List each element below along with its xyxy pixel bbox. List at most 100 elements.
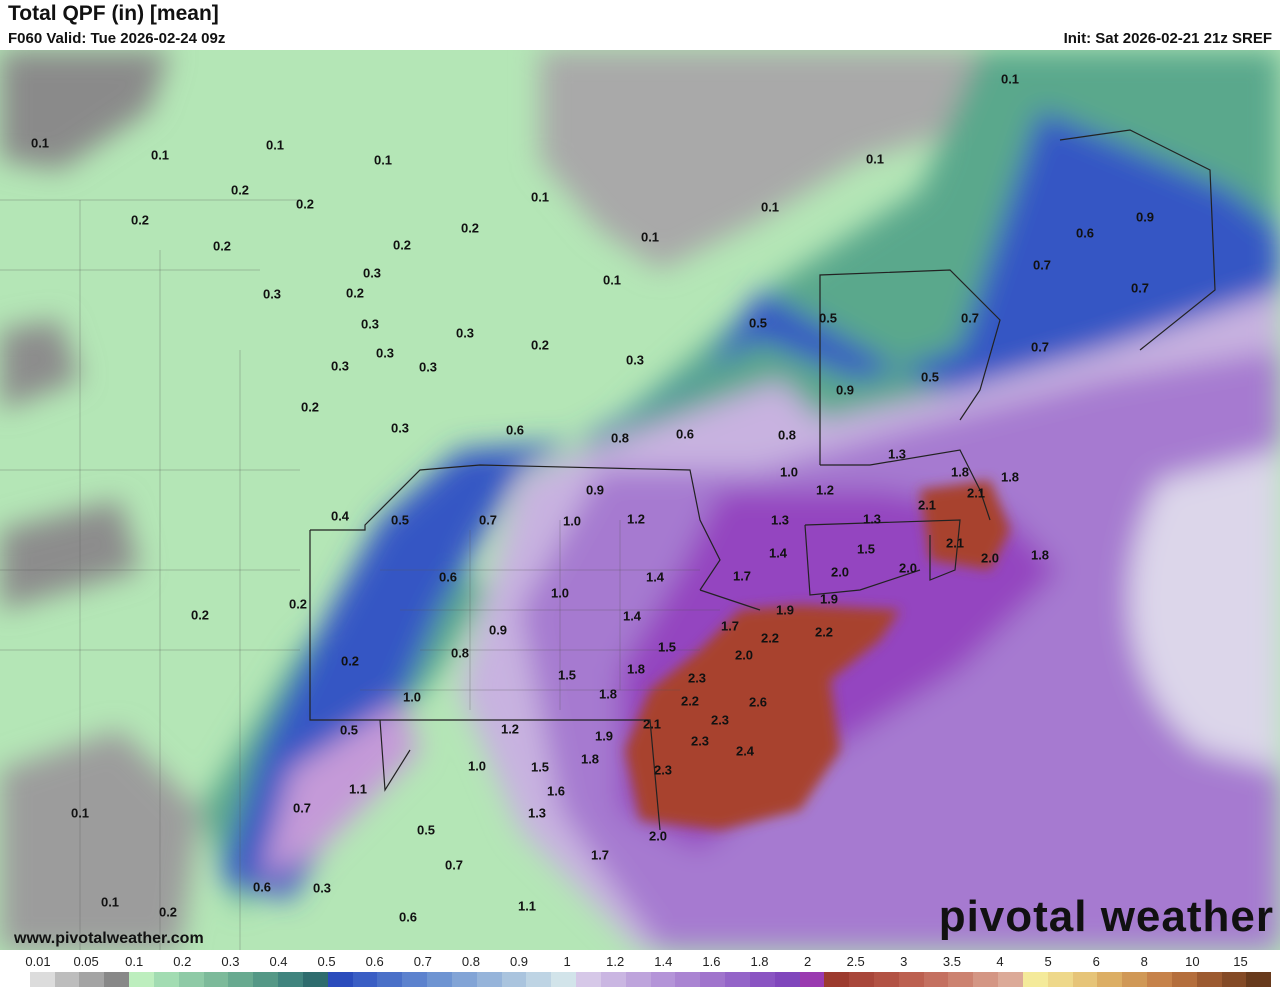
legend-swatch bbox=[526, 972, 552, 987]
qpf-value-label: 0.2 bbox=[190, 607, 210, 623]
legend-swatch bbox=[824, 972, 850, 987]
qpf-value-label: 0.6 bbox=[505, 422, 525, 438]
qpf-field bbox=[0, 50, 1280, 950]
qpf-value-label: 0.8 bbox=[610, 430, 630, 446]
legend-swatch bbox=[104, 972, 130, 987]
legend-tick: 0.01 bbox=[25, 954, 51, 969]
qpf-value-label: 1.1 bbox=[348, 781, 368, 797]
qpf-value-label: 0.1 bbox=[1000, 71, 1020, 87]
qpf-value-label: 2.1 bbox=[966, 485, 986, 501]
legend-swatch bbox=[1072, 972, 1098, 987]
legend-tick: 0.6 bbox=[365, 954, 384, 969]
qpf-value-label: 0.8 bbox=[777, 427, 797, 443]
legend-tick: 2 bbox=[803, 954, 812, 969]
qpf-value-label: 0.2 bbox=[212, 238, 232, 254]
qpf-value-label: 1.5 bbox=[856, 541, 876, 557]
legend-swatch bbox=[302, 972, 328, 987]
legend-swatch bbox=[129, 972, 154, 987]
precipitation-map: 0.1 0.1 0.1 0.1 0.1 0.1 0.1 0.1 0.1 0.1 0.2 0.2 0.2 0… bbox=[0, 50, 1280, 950]
qpf-value-label: 0.5 bbox=[390, 512, 410, 528]
map-title: Total QPF (in) [mean] bbox=[8, 2, 219, 25]
qpf-value-label: 0.7 bbox=[292, 800, 312, 816]
legend-tick: 6 bbox=[1092, 954, 1100, 969]
legend-swatch bbox=[948, 972, 974, 987]
init-time: Init: Sat 2026-02-21 21z SREF bbox=[1063, 30, 1272, 47]
qpf-value-label: 0.1 bbox=[865, 151, 885, 167]
legend-swatch bbox=[849, 972, 874, 987]
qpf-value-label: 0.2 bbox=[130, 212, 150, 228]
site-url[interactable]: www.pivotalweather.com bbox=[14, 930, 204, 947]
pivotal-weather-logo: pivotal weather bbox=[938, 892, 1274, 941]
legend-swatch bbox=[278, 972, 303, 987]
qpf-value-label: 2.2 bbox=[760, 630, 780, 646]
qpf-value-label: 2.0 bbox=[734, 647, 754, 663]
qpf-value-label: 1.3 bbox=[887, 446, 907, 462]
qpf-value-label: 1.1 bbox=[517, 898, 537, 914]
legend-tick: 1.8 bbox=[750, 954, 769, 969]
qpf-value-label: 0.5 bbox=[818, 310, 838, 326]
qpf-value-label: 0.7 bbox=[1030, 339, 1050, 355]
legend-swatch bbox=[29, 972, 55, 987]
qpf-value-label: 1.7 bbox=[732, 568, 752, 584]
qpf-value-label: 0.9 bbox=[488, 622, 508, 638]
qpf-value-label: 0.6 bbox=[252, 879, 272, 895]
qpf-value-label: 2.1 bbox=[642, 716, 662, 732]
qpf-value-label: 0.1 bbox=[530, 189, 550, 205]
qpf-value-label: 0.3 bbox=[330, 358, 350, 374]
qpf-value-label: 1.2 bbox=[815, 482, 835, 498]
legend-tick: 0.4 bbox=[269, 954, 288, 969]
qpf-value-label: 0.3 bbox=[418, 359, 438, 375]
qpf-value-label: 0.7 bbox=[478, 512, 498, 528]
qpf-value-label: 0.1 bbox=[640, 229, 660, 245]
legend-swatch bbox=[377, 972, 403, 987]
legend-swatch bbox=[799, 972, 825, 987]
map-header: Total QPF (in) [mean] F060 Valid: Tue 20… bbox=[0, 0, 1280, 50]
legend-swatch bbox=[79, 972, 105, 987]
legend-swatch bbox=[178, 972, 204, 987]
legend-swatch bbox=[600, 972, 626, 987]
qpf-value-label: 1.9 bbox=[819, 591, 839, 607]
qpf-value-label: 1.9 bbox=[775, 602, 795, 618]
qpf-value-label: 1.8 bbox=[580, 751, 600, 767]
qpf-value-label: 0.1 bbox=[265, 137, 285, 153]
legend-swatch bbox=[427, 972, 452, 987]
legend-swatch bbox=[973, 972, 999, 987]
legend-swatch bbox=[1246, 972, 1272, 987]
qpf-value-label: 0.3 bbox=[360, 316, 380, 332]
qpf-value-label: 0.2 bbox=[530, 337, 550, 353]
qpf-value-label: 0.3 bbox=[362, 265, 382, 281]
legend-swatch bbox=[1047, 972, 1073, 987]
legend-swatch bbox=[352, 972, 378, 987]
qpf-value-label: 0.7 bbox=[1130, 280, 1150, 296]
qpf-value-label: 0.3 bbox=[455, 325, 475, 341]
qpf-value-label: 1.0 bbox=[402, 689, 422, 705]
legend-swatch bbox=[501, 972, 527, 987]
legend-swatch bbox=[253, 972, 279, 987]
legend-tick: 8 bbox=[1140, 954, 1148, 969]
legend-swatch bbox=[675, 972, 701, 987]
qpf-value-label: 0.2 bbox=[295, 196, 315, 212]
qpf-value-label: 2.3 bbox=[653, 762, 673, 778]
qpf-value-label: 0.2 bbox=[300, 399, 320, 415]
legend-swatch bbox=[551, 972, 577, 987]
legend-swatch bbox=[725, 972, 750, 987]
legend-swatch bbox=[749, 972, 775, 987]
legend-tick: 3 bbox=[900, 954, 908, 969]
qpf-value-label: 0.6 bbox=[675, 426, 695, 442]
qpf-value-label: 0.1 bbox=[373, 152, 393, 168]
legend-swatch bbox=[700, 972, 726, 987]
legend-swatch bbox=[873, 972, 899, 987]
valid-time: F060 Valid: Tue 2026-02-24 09z bbox=[8, 30, 226, 47]
qpf-value-label: 1.8 bbox=[598, 686, 618, 702]
qpf-value-label: 2.2 bbox=[814, 624, 834, 640]
legend-swatch bbox=[54, 972, 80, 987]
qpf-value-label: 1.0 bbox=[550, 585, 570, 601]
qpf-value-label: 2.3 bbox=[710, 712, 730, 728]
qpf-value-label: 0.7 bbox=[1032, 257, 1052, 273]
legend-tick: 0.9 bbox=[509, 954, 529, 969]
qpf-value-label: 0.1 bbox=[30, 135, 50, 151]
qpf-value-label: 0.3 bbox=[625, 352, 645, 368]
qpf-value-label: 0.6 bbox=[398, 909, 418, 925]
legend-tick: 1.2 bbox=[606, 954, 625, 969]
legend-swatch bbox=[476, 972, 502, 987]
